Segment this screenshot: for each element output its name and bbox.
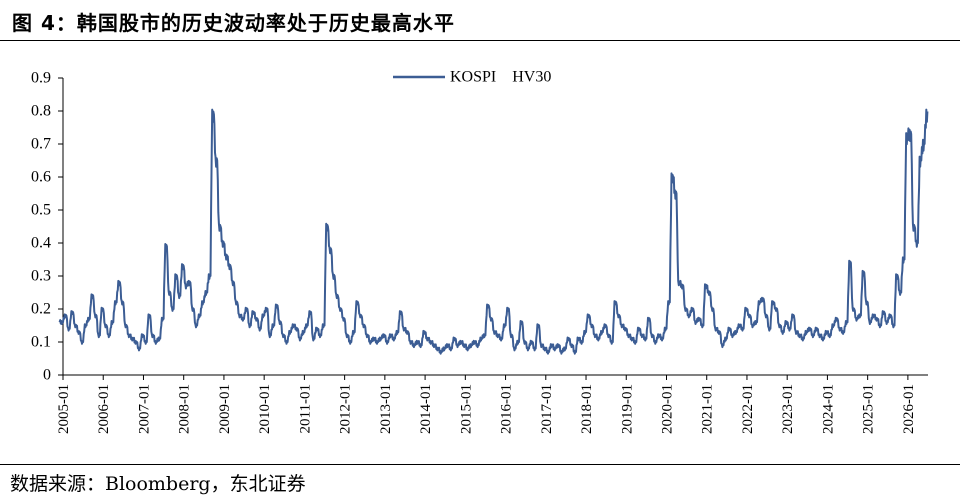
x-tick-label: 2024-01 (820, 384, 836, 434)
x-tick-label: 2009-01 (217, 384, 233, 434)
x-tick-label: 2020-01 (659, 384, 675, 434)
x-tick-label: 2025-01 (861, 384, 877, 434)
x-tick-label: 2026-01 (901, 384, 917, 434)
x-tick-label: 2014-01 (418, 384, 434, 434)
y-tick-label: 0.5 (31, 202, 51, 219)
x-tick-label: 2022-01 (740, 384, 756, 434)
y-tick-label: 0 (43, 367, 51, 384)
x-tick-label: 2007-01 (136, 384, 152, 434)
y-tick-label: 0.2 (31, 301, 51, 318)
series-layer (58, 108, 929, 355)
source-note: 数据来源：Bloomberg，东北证券 (10, 473, 306, 495)
legend-label: KOSPI HV30 (450, 69, 551, 86)
x-tick-label: 2013-01 (378, 384, 394, 434)
x-tick-label: 2018-01 (579, 384, 595, 434)
x-axis-ticks: 2005-01 2006-01 2007-01 2008-01 2009-01 2010-… (56, 375, 917, 434)
x-tick-label: 2005-01 (56, 384, 72, 434)
source-rule (0, 464, 960, 465)
x-tick-label: 2010-01 (257, 384, 273, 434)
y-axis-ticks: 0 0.1 0.2 0.3 0.4 0.5 0.6 0.7 0.8 0.9 (31, 70, 63, 384)
figure-title: 图 4：韩国股市的历史波动率处于历史最高水平 (12, 11, 455, 35)
series-line-0 (58, 108, 929, 355)
x-tick-label: 2008-01 (177, 384, 193, 434)
x-tick-label: 2015-01 (458, 384, 474, 434)
title-rule (0, 40, 960, 41)
x-tick-label: 2016-01 (499, 384, 515, 434)
y-tick-label: 0.1 (31, 334, 51, 351)
x-tick-label: 2012-01 (338, 384, 354, 434)
x-tick-label: 2011-01 (297, 384, 313, 433)
x-tick-label: 2023-01 (780, 384, 796, 434)
x-tick-label: 2021-01 (700, 384, 716, 434)
x-tick-label: 2019-01 (619, 384, 635, 434)
x-tick-label: 2017-01 (539, 384, 555, 434)
y-tick-label: 0.9 (31, 70, 51, 87)
chart: 0 0.1 0.2 0.3 0.4 0.5 0.6 0.7 0.8 0.9 2005-01 2006… (31, 69, 929, 434)
y-tick-label: 0.3 (31, 268, 51, 285)
y-tick-label: 0.8 (31, 103, 51, 120)
y-tick-label: 0.6 (31, 169, 51, 186)
y-tick-label: 0.4 (31, 235, 51, 252)
x-tick-label: 2006-01 (96, 384, 112, 434)
y-tick-label: 0.7 (31, 136, 51, 153)
legend: KOSPI HV30 (393, 69, 551, 86)
